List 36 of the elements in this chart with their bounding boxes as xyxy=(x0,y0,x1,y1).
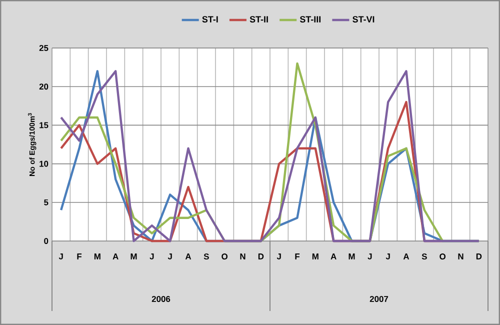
x-tick-label: O xyxy=(222,254,228,260)
x-tick-label: A xyxy=(330,254,336,260)
x-tick-label: J xyxy=(276,254,281,260)
y-tick-label: 25 xyxy=(39,45,48,51)
x-tick-label: J xyxy=(150,254,154,260)
x-tick-label: S xyxy=(204,254,209,260)
x-tick-label: J xyxy=(368,254,372,260)
x-tick-label: M xyxy=(130,254,137,260)
y-tick-label: 0 xyxy=(44,238,48,244)
x-tick-label: S xyxy=(422,254,427,260)
x-tick-label: D xyxy=(476,254,482,260)
x-tick-label: J xyxy=(386,254,390,260)
x-tick-label: A xyxy=(403,254,410,260)
x-tick-label: A xyxy=(112,254,118,260)
x-tick-label: M xyxy=(94,254,100,260)
y-tick-label: 15 xyxy=(40,122,48,128)
legend-label: ST-I xyxy=(202,16,218,22)
x-tick-label: F xyxy=(295,254,300,260)
x-tick-label: F xyxy=(77,254,82,260)
text: 2006 xyxy=(152,296,170,302)
x-tick-label: O xyxy=(440,254,446,260)
y-tick-label: 5 xyxy=(44,199,48,206)
x-tick-label: J xyxy=(58,254,63,260)
x-tick-label: J xyxy=(168,254,172,260)
x-tick-label: M xyxy=(312,254,318,260)
legend-label: ST-III xyxy=(300,16,321,22)
x-tick-label: N xyxy=(458,254,464,260)
x-tick-label: N xyxy=(240,254,246,260)
y-tick-label: 10 xyxy=(40,160,48,167)
text: 2007 xyxy=(370,296,388,302)
legend-label: ST-VI xyxy=(352,16,374,22)
x-tick-label: A xyxy=(185,254,192,260)
x-tick-label: D xyxy=(258,254,264,260)
x-tick-label: M xyxy=(348,254,355,260)
y-tick-label: 20 xyxy=(39,84,48,90)
legend-label: ST-II xyxy=(250,16,268,22)
